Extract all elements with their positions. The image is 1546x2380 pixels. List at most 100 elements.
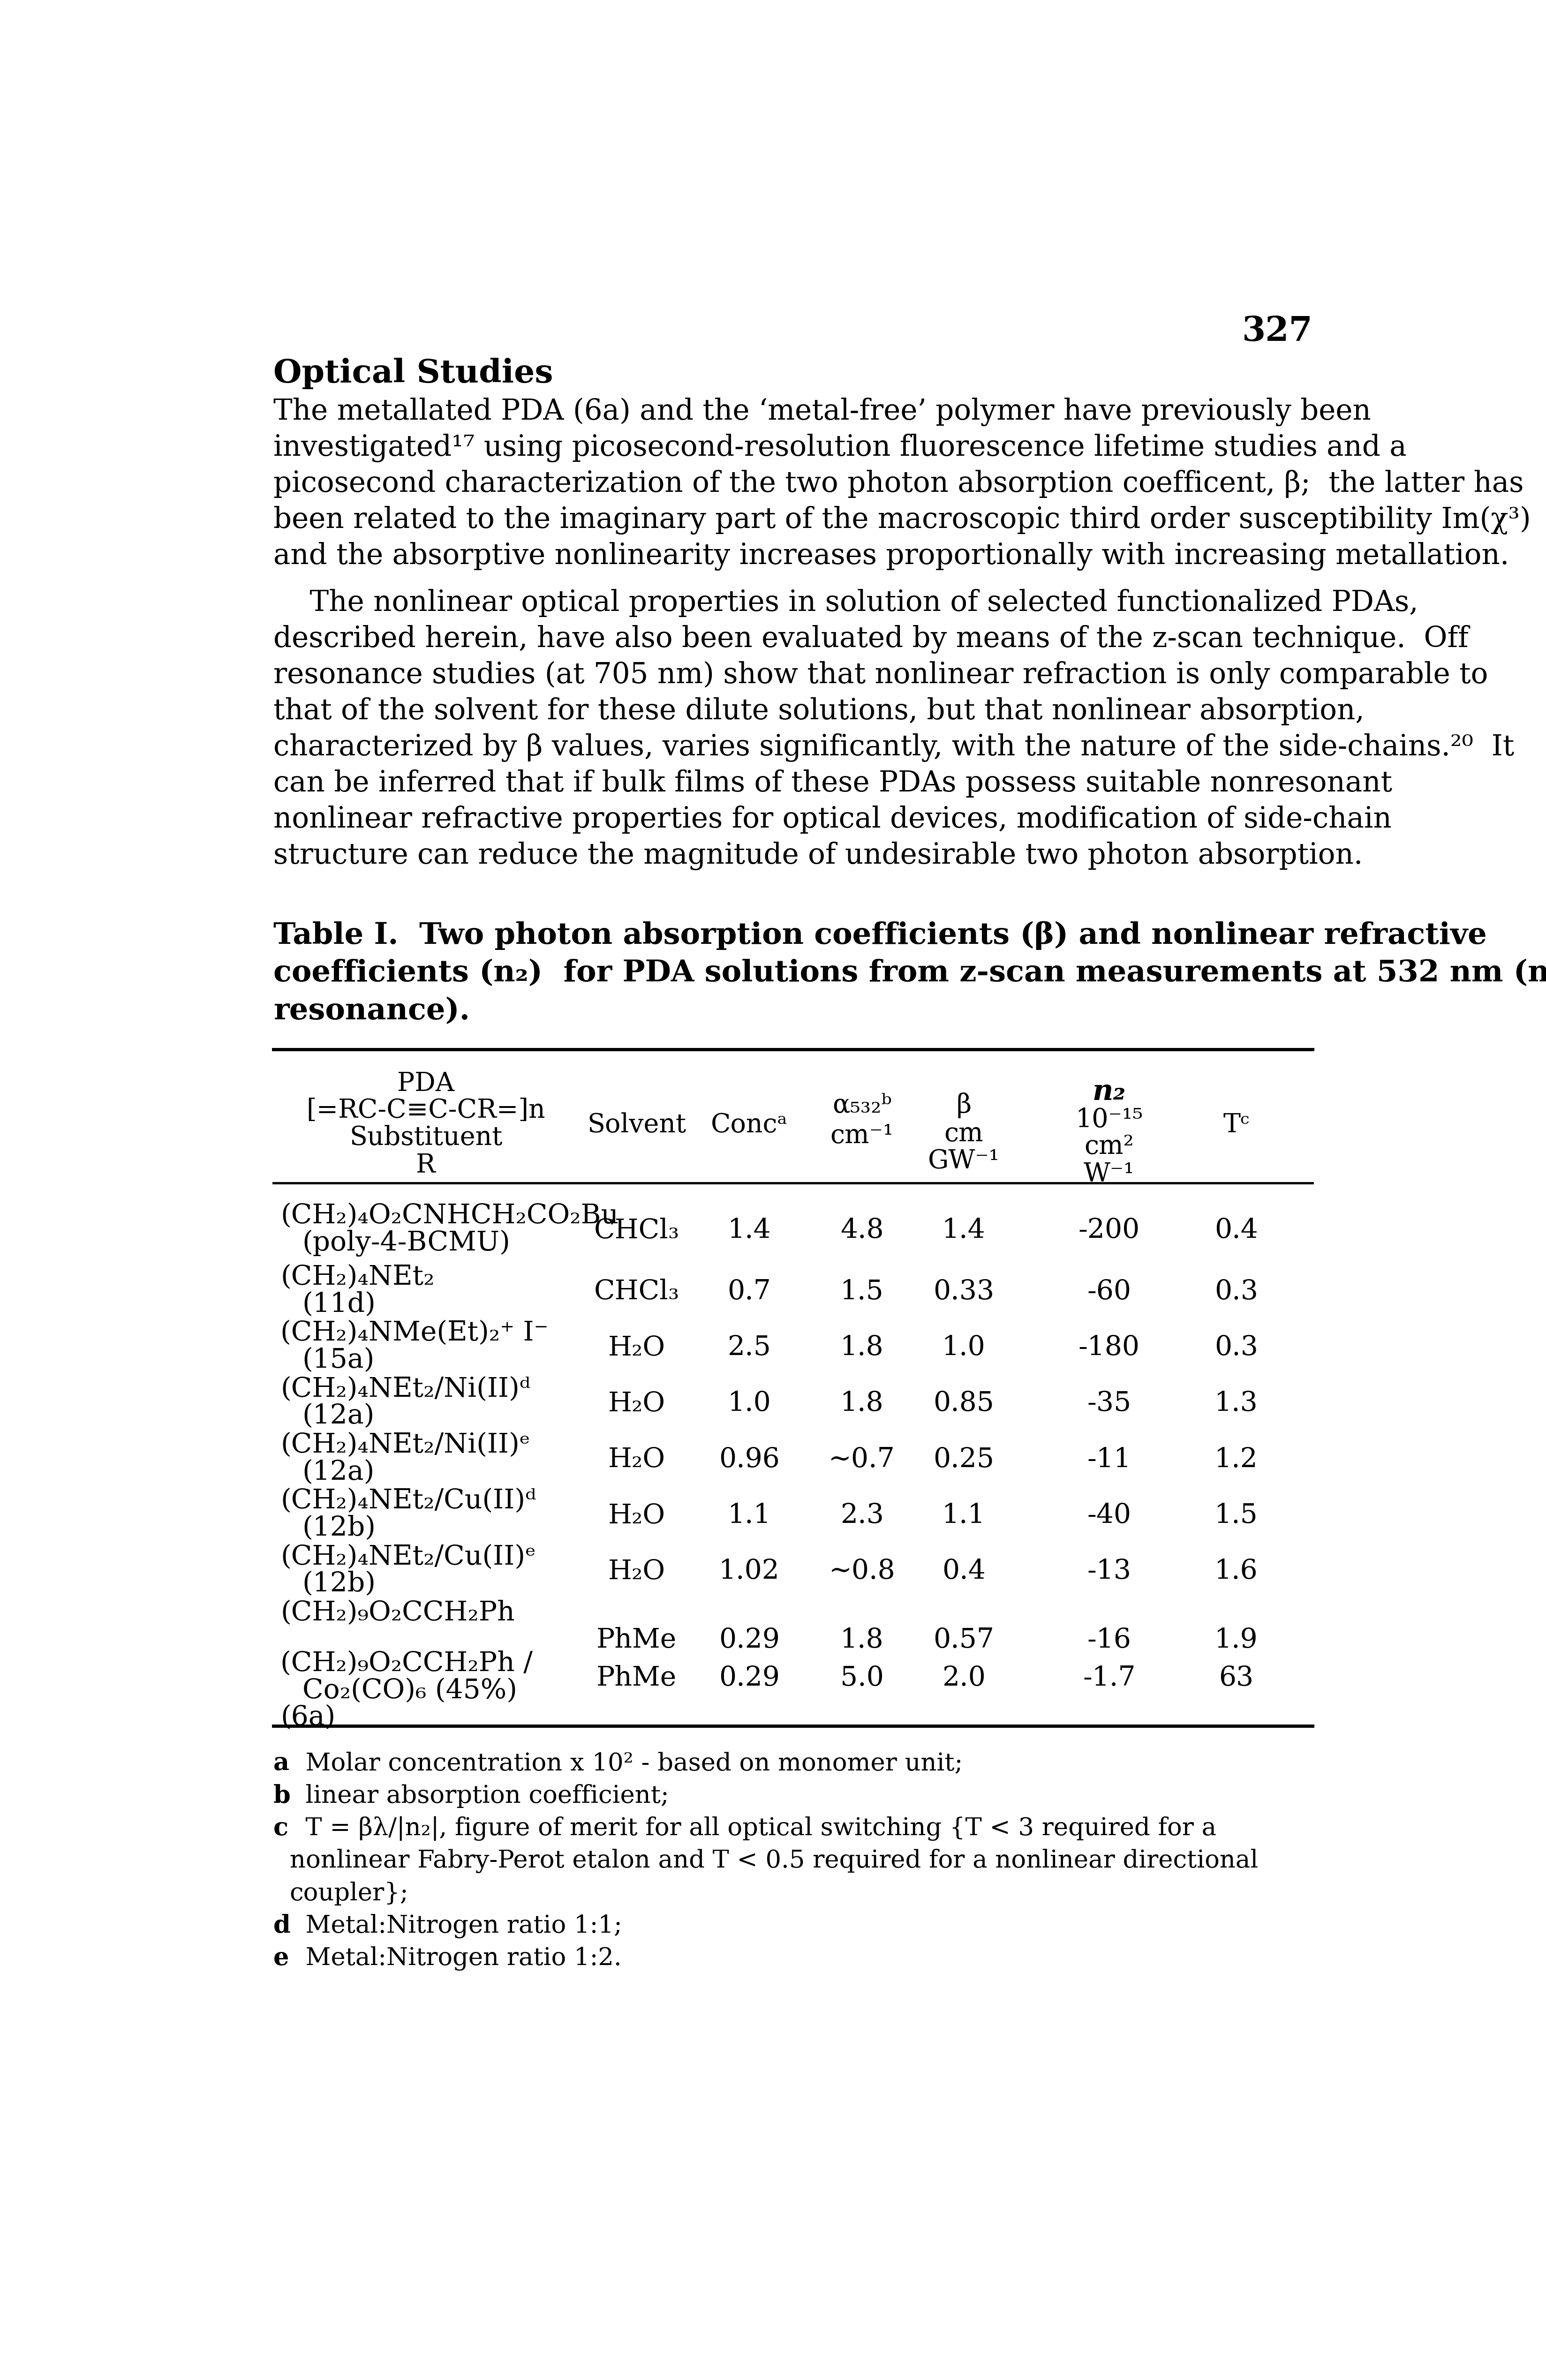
Text: (12a): (12a) <box>301 1459 374 1485</box>
Text: a: a <box>274 1752 289 1775</box>
Text: 0.96: 0.96 <box>719 1447 779 1473</box>
Text: PhMe: PhMe <box>597 1628 677 1654</box>
Text: -40: -40 <box>1087 1502 1130 1528</box>
Text: W⁻¹: W⁻¹ <box>1084 1161 1135 1188</box>
Text: [=RC-C≡C-CR=]n: [=RC-C≡C-CR=]n <box>306 1097 546 1123</box>
Text: 0.29: 0.29 <box>719 1628 779 1654</box>
Text: structure can reduce the magnitude of undesirable two photon absorption.: structure can reduce the magnitude of un… <box>274 843 1362 871</box>
Text: 1.8: 1.8 <box>839 1628 883 1654</box>
Text: Solvent: Solvent <box>587 1111 686 1138</box>
Text: 1.1: 1.1 <box>942 1502 985 1528</box>
Text: (CH₂)₄NEt₂/Cu(II)ᵉ: (CH₂)₄NEt₂/Cu(II)ᵉ <box>280 1545 536 1571</box>
Text: -180: -180 <box>1078 1335 1139 1361</box>
Text: (12b): (12b) <box>301 1516 376 1542</box>
Text: picosecond characterization of the two photon absorption coefficent, β;  the lat: picosecond characterization of the two p… <box>274 469 1523 497</box>
Text: Tᶜ: Tᶜ <box>1223 1111 1249 1138</box>
Text: n₂: n₂ <box>1091 1078 1125 1107</box>
Text: d: d <box>274 1914 291 1937</box>
Text: (CH₂)₄NEt₂: (CH₂)₄NEt₂ <box>280 1264 434 1290</box>
Text: -13: -13 <box>1087 1559 1130 1585</box>
Text: β: β <box>955 1092 971 1119</box>
Text: Table I.  Two photon absorption coefficients (β) and nonlinear refractive: Table I. Two photon absorption coefficie… <box>274 921 1486 950</box>
Text: 0.7: 0.7 <box>727 1278 771 1304</box>
Text: been related to the imaginary part of the macroscopic third order susceptibility: been related to the imaginary part of th… <box>274 507 1531 536</box>
Text: cm²: cm² <box>1084 1133 1133 1159</box>
Text: CHCl₃: CHCl₃ <box>594 1278 679 1304</box>
Text: 0.57: 0.57 <box>932 1628 994 1654</box>
Text: H₂O: H₂O <box>608 1335 665 1361</box>
Text: The nonlinear optical properties in solution of selected functionalized PDAs,: The nonlinear optical properties in solu… <box>274 588 1418 616</box>
Text: (poly-4-BCMU): (poly-4-BCMU) <box>301 1230 510 1257</box>
Text: 0.4: 0.4 <box>942 1559 985 1585</box>
Text: Metal:Nitrogen ratio 1:1;: Metal:Nitrogen ratio 1:1; <box>289 1914 621 1937</box>
Text: -60: -60 <box>1087 1278 1130 1304</box>
Text: cm⁻¹: cm⁻¹ <box>830 1123 894 1150</box>
Text: T = βλ/|n₂|, figure of merit for all optical switching {T < 3 required for a: T = βλ/|n₂|, figure of merit for all opt… <box>289 1816 1215 1842</box>
Text: H₂O: H₂O <box>608 1390 665 1416</box>
Text: resonance).: resonance). <box>274 997 470 1026</box>
Text: nonlinear Fabry-Perot etalon and T < 0.5 required for a nonlinear directional: nonlinear Fabry-Perot etalon and T < 0.5… <box>289 1849 1257 1873</box>
Text: can be inferred that if bulk films of these PDAs possess suitable nonresonant: can be inferred that if bulk films of th… <box>274 769 1391 797</box>
Text: CHCl₃: CHCl₃ <box>594 1216 679 1242</box>
Text: 1.02: 1.02 <box>719 1559 779 1585</box>
Text: 1.5: 1.5 <box>1214 1502 1257 1528</box>
Text: 1.2: 1.2 <box>1214 1447 1257 1473</box>
Text: Molar concentration x 10² - based on monomer unit;: Molar concentration x 10² - based on mon… <box>289 1752 962 1775</box>
Text: 1.4: 1.4 <box>727 1216 771 1242</box>
Text: (11d): (11d) <box>301 1290 376 1319</box>
Text: H₂O: H₂O <box>608 1559 665 1585</box>
Text: Metal:Nitrogen ratio 1:2.: Metal:Nitrogen ratio 1:2. <box>289 1947 621 1971</box>
Text: 2.5: 2.5 <box>727 1335 771 1361</box>
Text: 63: 63 <box>1218 1664 1254 1692</box>
Text: investigated¹⁷ using picosecond-resolution fluorescence lifetime studies and a: investigated¹⁷ using picosecond-resoluti… <box>274 433 1405 462</box>
Text: (12a): (12a) <box>301 1402 374 1430</box>
Text: -35: -35 <box>1087 1390 1130 1416</box>
Text: c: c <box>274 1816 288 1840</box>
Text: coefficients (n₂)  for PDA solutions from z-scan measurements at 532 nm (near: coefficients (n₂) for PDA solutions from… <box>274 959 1546 988</box>
Text: characterized by β values, varies significantly, with the nature of the side-cha: characterized by β values, varies signif… <box>274 733 1514 762</box>
Text: linear absorption coefficient;: linear absorption coefficient; <box>289 1785 668 1809</box>
Text: Co₂(CO)₆ (45%): Co₂(CO)₆ (45%) <box>301 1678 516 1704</box>
Text: (CH₂)₉O₂CCH₂Ph: (CH₂)₉O₂CCH₂Ph <box>280 1599 515 1626</box>
Text: resonance studies (at 705 nm) show that nonlinear refraction is only comparable : resonance studies (at 705 nm) show that … <box>274 662 1487 690</box>
Text: 1.1: 1.1 <box>727 1502 771 1528</box>
Text: described herein, have also been evaluated by means of the z-scan technique.  Of: described herein, have also been evaluat… <box>274 626 1469 655</box>
Text: R: R <box>416 1152 436 1178</box>
Text: 1.0: 1.0 <box>727 1390 771 1416</box>
Text: ~0.8: ~0.8 <box>829 1559 895 1585</box>
Text: 327: 327 <box>1241 314 1313 347</box>
Text: 0.33: 0.33 <box>932 1278 994 1304</box>
Text: nonlinear refractive properties for optical devices, modification of side-chain: nonlinear refractive properties for opti… <box>274 804 1391 833</box>
Text: 0.3: 0.3 <box>1214 1335 1258 1361</box>
Text: (CH₂)₄NEt₂/Ni(II)ᵈ: (CH₂)₄NEt₂/Ni(II)ᵈ <box>280 1376 530 1402</box>
Text: 1.5: 1.5 <box>839 1278 883 1304</box>
Text: (CH₂)₄NEt₂/Ni(II)ᵉ: (CH₂)₄NEt₂/Ni(II)ᵉ <box>280 1433 530 1459</box>
Text: PhMe: PhMe <box>597 1664 677 1692</box>
Text: Concᵃ: Concᵃ <box>711 1111 787 1138</box>
Text: 1.8: 1.8 <box>839 1335 883 1361</box>
Text: -16: -16 <box>1087 1628 1130 1654</box>
Text: coupler};: coupler}; <box>289 1880 408 1906</box>
Text: (CH₂)₄NEt₂/Cu(II)ᵈ: (CH₂)₄NEt₂/Cu(II)ᵈ <box>280 1488 536 1514</box>
Text: 0.29: 0.29 <box>719 1664 779 1692</box>
Text: PDA: PDA <box>397 1071 455 1097</box>
Text: cm: cm <box>945 1121 983 1147</box>
Text: GW⁻¹: GW⁻¹ <box>928 1150 999 1173</box>
Text: 2.0: 2.0 <box>942 1664 985 1692</box>
Text: (CH₂)₄O₂CNHCH₂CO₂Bu: (CH₂)₄O₂CNHCH₂CO₂Bu <box>280 1202 618 1228</box>
Text: ~0.7: ~0.7 <box>829 1447 895 1473</box>
Text: -200: -200 <box>1078 1216 1139 1242</box>
Text: (6a): (6a) <box>280 1704 335 1730</box>
Text: 1.4: 1.4 <box>942 1216 985 1242</box>
Text: 10⁻¹⁵: 10⁻¹⁵ <box>1074 1107 1142 1133</box>
Text: Optical Studies: Optical Studies <box>274 357 553 390</box>
Text: Substituent: Substituent <box>349 1126 502 1150</box>
Text: 1.0: 1.0 <box>942 1335 985 1361</box>
Text: 1.8: 1.8 <box>839 1390 883 1416</box>
Text: H₂O: H₂O <box>608 1502 665 1528</box>
Text: 2.3: 2.3 <box>839 1502 883 1528</box>
Text: -1.7: -1.7 <box>1082 1664 1135 1692</box>
Text: 4.8: 4.8 <box>839 1216 883 1242</box>
Text: (CH₂)₉O₂CCH₂Ph /: (CH₂)₉O₂CCH₂Ph / <box>280 1649 532 1676</box>
Text: 5.0: 5.0 <box>839 1664 883 1692</box>
